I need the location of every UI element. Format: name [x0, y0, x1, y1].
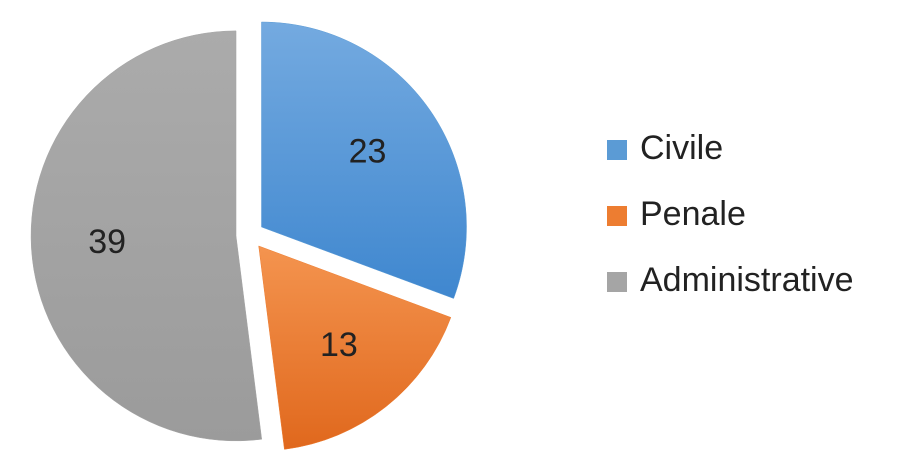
data-label: 39 [88, 223, 126, 261]
legend-swatch [607, 272, 627, 292]
legend-swatch [607, 206, 627, 226]
pie-slice [30, 30, 263, 442]
data-label: 23 [349, 132, 387, 170]
legend-label: Civile [640, 129, 723, 167]
legend-swatch [607, 140, 627, 160]
data-label: 13 [320, 326, 358, 364]
pie-slice [258, 245, 452, 450]
legend-label: Administrative [640, 261, 854, 299]
legend-label: Penale [640, 195, 746, 233]
pie-slice [261, 21, 467, 299]
